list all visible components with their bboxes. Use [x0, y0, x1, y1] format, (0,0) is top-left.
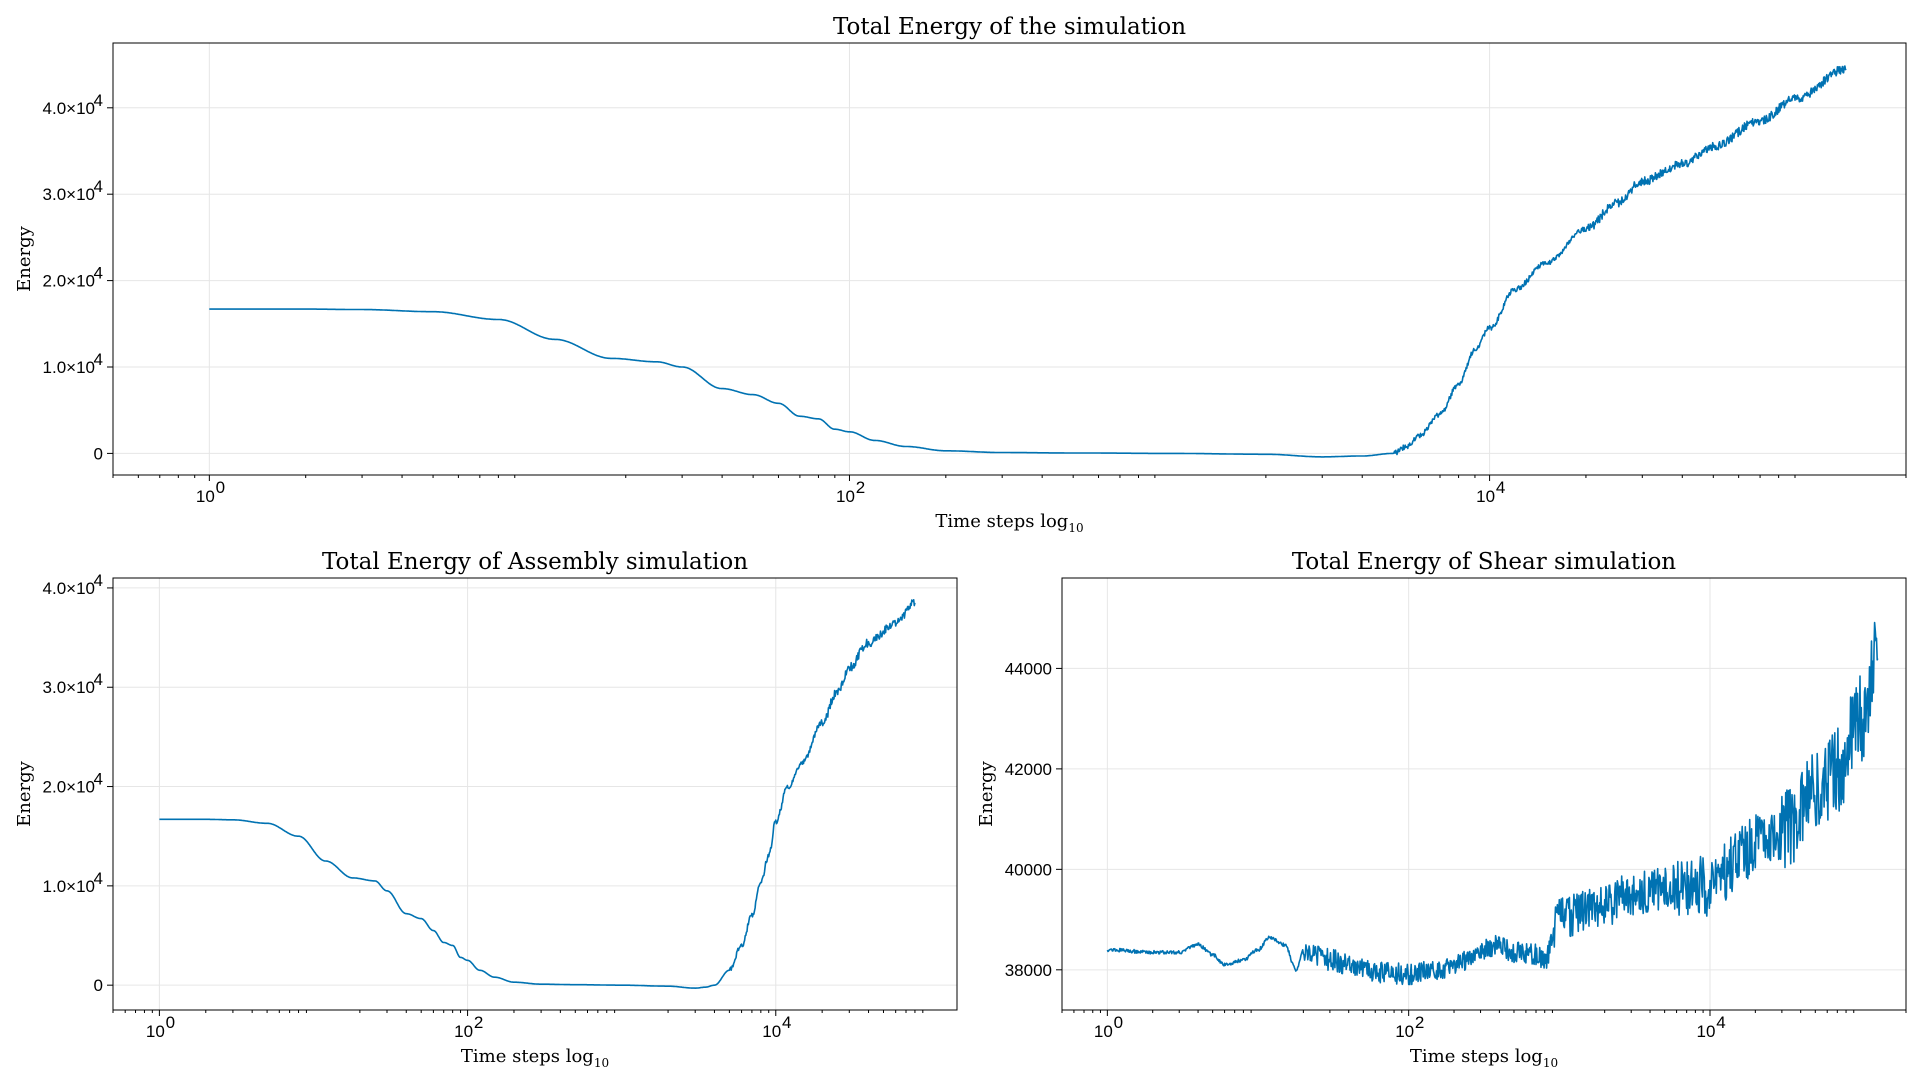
y-tick-label: 40000	[1005, 860, 1052, 879]
x-tick-exponent: 2	[856, 478, 865, 497]
x-axis-label-subscript: 10	[1068, 521, 1083, 535]
y-tick-exponent: 4	[94, 869, 103, 888]
chart-total-energy: 10 0 10 2 10 401.0×1042.0×1043.0×1044.0×104To…	[14, 14, 1907, 535]
plot-frame	[112, 577, 958, 1011]
x-axis-label: Time steps log10	[1410, 1046, 1558, 1070]
chart-assembly-energy: 10 0 10 2 10 401.0×1042.0×1043.0×1044.0×104To…	[14, 549, 958, 1070]
x-tick-label: 10	[836, 487, 855, 506]
x-axis-label: Time steps log10	[935, 511, 1083, 535]
plot-frame	[1061, 577, 1907, 1011]
y-axis-label: Energy	[14, 225, 35, 292]
x-tick-label: 10	[1697, 1022, 1716, 1041]
x-tick-exponent: 0	[1114, 1013, 1123, 1032]
plot-frame	[112, 42, 1907, 476]
y-tick-exponent: 4	[94, 770, 103, 789]
x-axis-label-text: Time steps	[935, 511, 1040, 532]
y-tick-exponent: 4	[94, 264, 103, 283]
chart-title: Total Energy of Assembly simulation	[322, 549, 748, 575]
series-line	[159, 598, 916, 990]
y-tick-label: 42000	[1005, 760, 1052, 779]
y-tick-label: 1.0×10	[43, 358, 95, 377]
x-axis-label: Time steps log10	[461, 1046, 609, 1070]
x-tick-label: 10	[196, 487, 215, 506]
x-tick-label: 10	[762, 1022, 781, 1041]
x-tick-label: 10	[454, 1022, 473, 1041]
x-axis-label-log: log	[566, 1046, 594, 1067]
y-axis-label: Energy	[14, 760, 35, 827]
y-tick-label: 0	[94, 444, 103, 463]
y-axis-label: Energy	[976, 760, 997, 827]
y-tick-label: 44000	[1005, 659, 1052, 678]
x-tick-exponent: 0	[216, 478, 225, 497]
y-tick-exponent: 4	[94, 571, 103, 590]
x-tick-exponent: 4	[782, 1013, 791, 1032]
y-tick-label: 3.0×10	[43, 185, 95, 204]
x-tick-exponent: 2	[474, 1013, 483, 1032]
y-tick-label: 2.0×10	[43, 272, 95, 291]
y-tick-label: 4.0×10	[43, 99, 95, 118]
y-tick-exponent: 4	[94, 350, 103, 369]
x-tick-exponent: 4	[1496, 478, 1505, 497]
x-tick-label: 10	[1395, 1022, 1414, 1041]
x-axis-label-text: Time steps	[1410, 1046, 1515, 1067]
y-tick-exponent: 4	[94, 670, 103, 689]
chart-title: Total Energy of Shear simulation	[1292, 549, 1676, 575]
y-tick-label: 38000	[1005, 961, 1052, 980]
y-tick-label: 4.0×10	[43, 579, 95, 598]
x-tick-label: 10	[146, 1022, 165, 1041]
y-tick-exponent: 4	[94, 177, 103, 196]
x-axis-label-text: Time steps	[461, 1046, 566, 1067]
series-line	[209, 65, 1847, 458]
x-tick-exponent: 2	[1415, 1013, 1424, 1032]
series-line	[1106, 621, 1879, 986]
x-tick-exponent: 0	[166, 1013, 175, 1032]
x-axis-label-log: log	[1515, 1046, 1543, 1067]
x-axis-label-log: log	[1040, 511, 1068, 532]
x-tick-exponent: 4	[1716, 1013, 1725, 1032]
y-tick-label: 3.0×10	[43, 678, 95, 697]
x-axis-label-subscript: 10	[1543, 1056, 1558, 1070]
y-tick-label: 1.0×10	[43, 877, 95, 896]
x-axis-label-subscript: 10	[594, 1056, 609, 1070]
x-tick-label: 10	[1476, 487, 1495, 506]
chart-title: Total Energy of the simulation	[833, 14, 1186, 40]
x-tick-label: 10	[1094, 1022, 1113, 1041]
y-tick-exponent: 4	[94, 91, 103, 110]
y-tick-label: 2.0×10	[43, 778, 95, 797]
y-tick-label: 0	[94, 976, 103, 995]
